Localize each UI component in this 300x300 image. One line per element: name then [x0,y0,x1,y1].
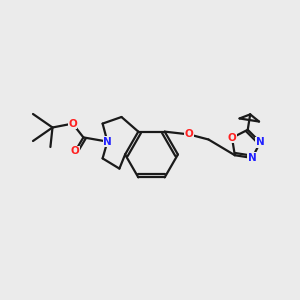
Text: N: N [103,136,112,147]
Text: O: O [70,146,80,157]
Text: N: N [256,137,265,147]
Text: N: N [248,153,256,163]
Text: O: O [68,118,77,129]
Text: O: O [184,129,194,140]
Text: O: O [228,133,236,143]
